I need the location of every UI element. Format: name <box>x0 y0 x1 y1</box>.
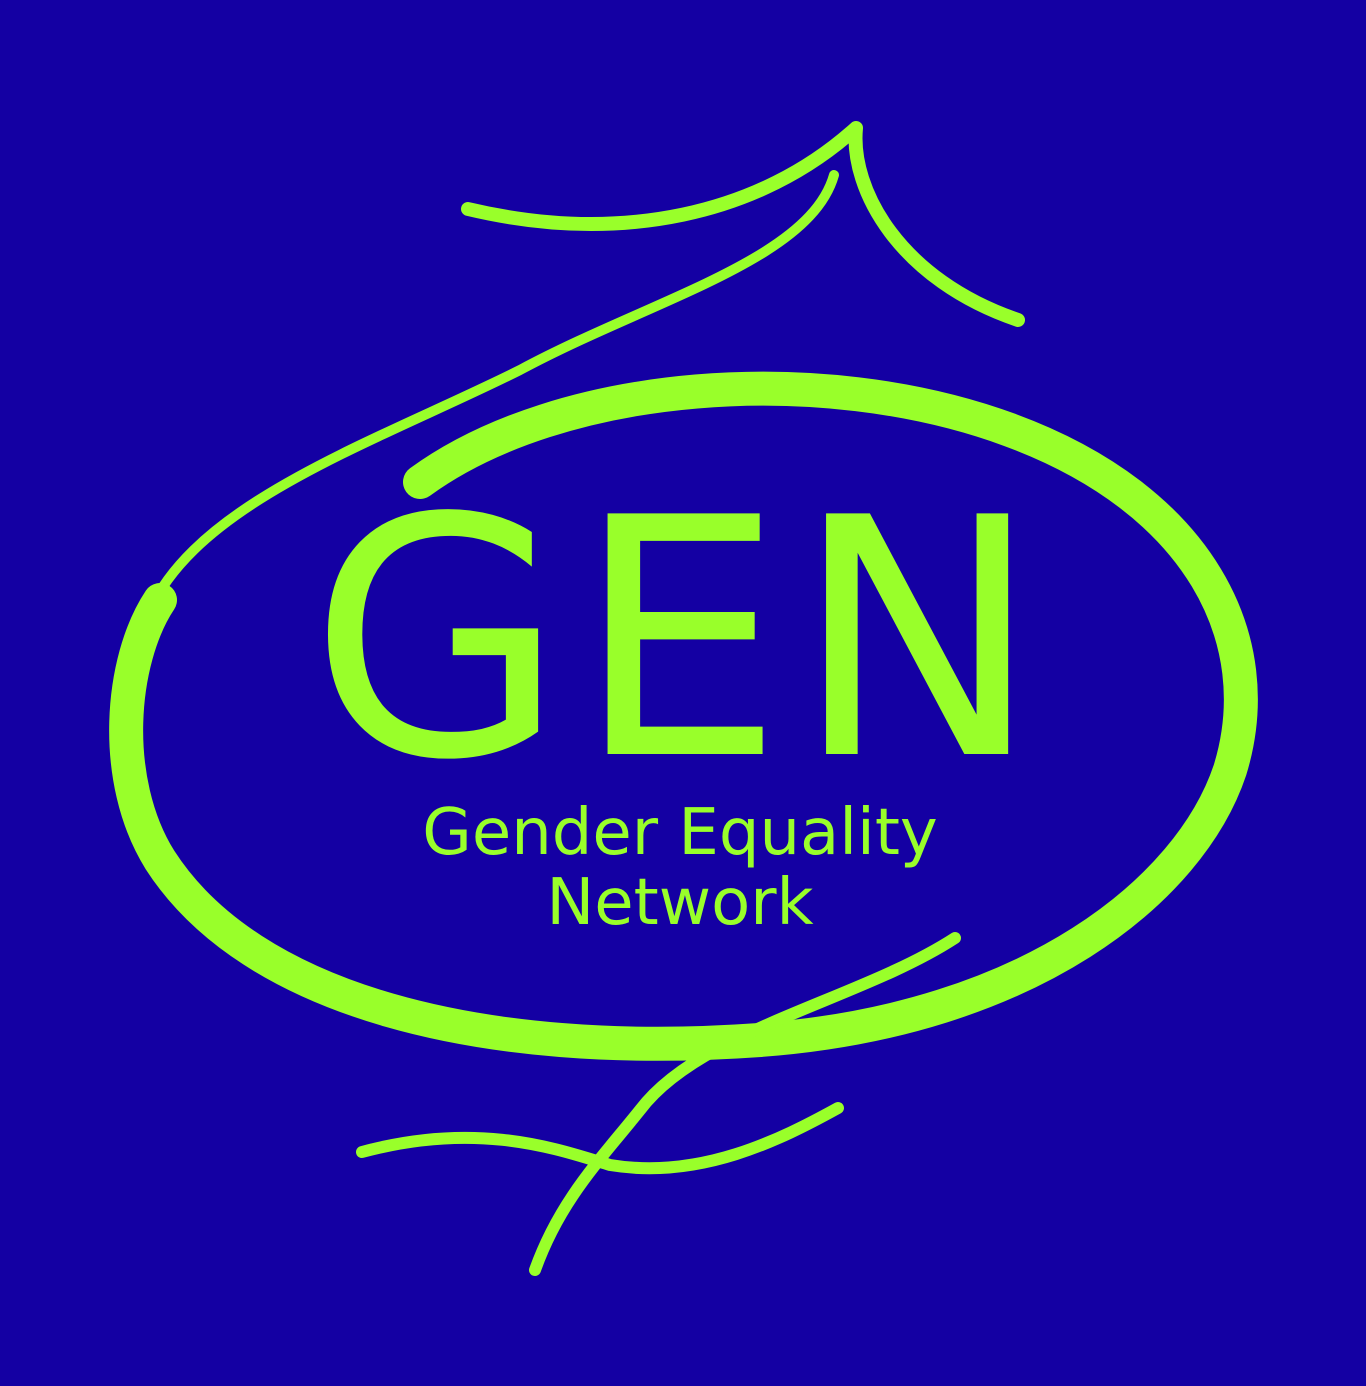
main-oval <box>109 371 1258 1061</box>
lower-right-swirl <box>529 932 961 1276</box>
upper-stem-swirl <box>145 170 839 615</box>
bottom-swirl <box>356 1102 844 1175</box>
logo-tagline-line2: Network <box>546 866 814 940</box>
logo-acronym: GEN <box>309 448 1051 832</box>
crown-swirl <box>461 121 1025 327</box>
logo-tagline-line1: Gender Equality <box>422 796 938 870</box>
